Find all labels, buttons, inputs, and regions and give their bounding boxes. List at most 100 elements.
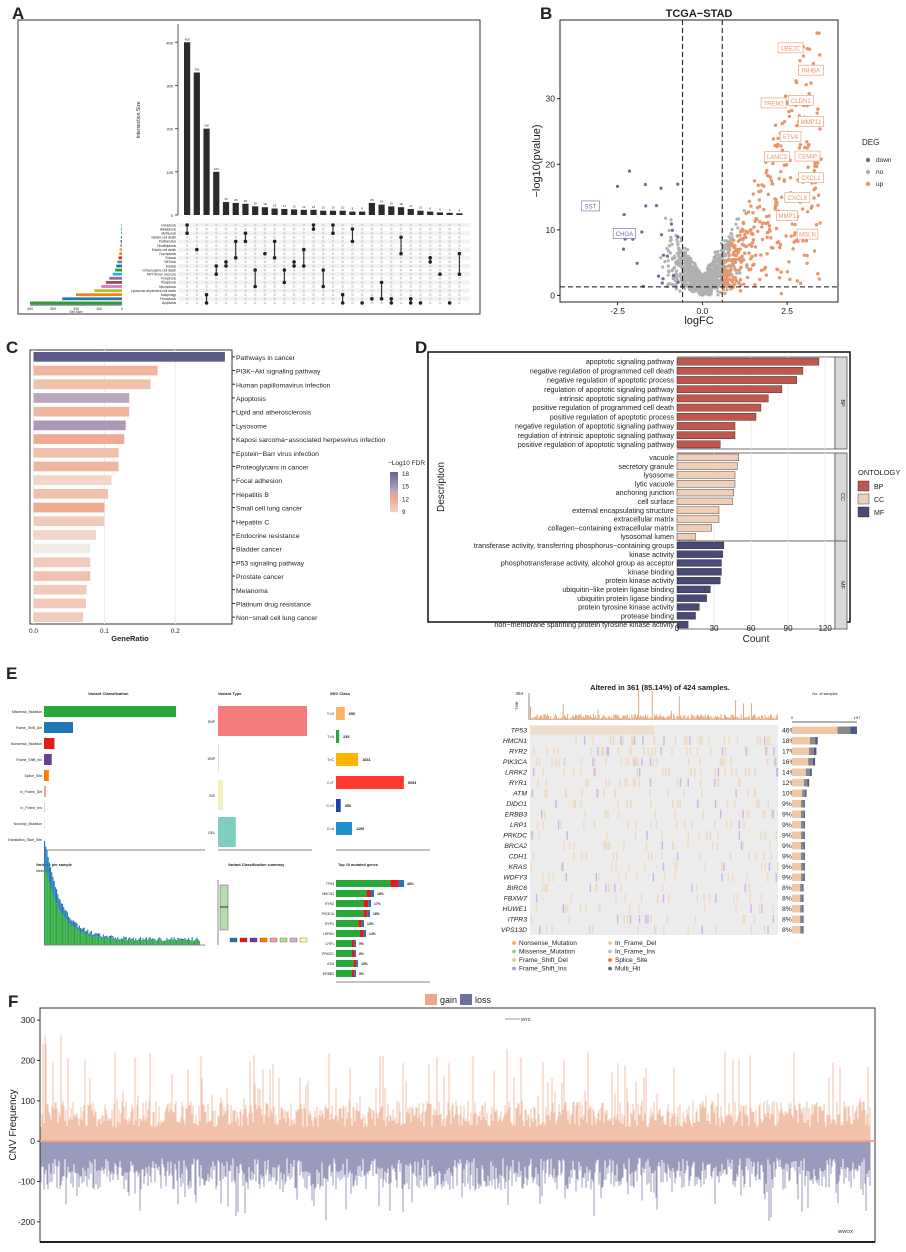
sample-bar-multi	[801, 821, 804, 829]
oncoplot-cell	[704, 904, 706, 913]
upset-dot	[418, 301, 423, 305]
tmb-bar	[755, 716, 757, 720]
upset-empty-dot	[458, 301, 461, 305]
upset-empty-dot	[380, 260, 383, 264]
upset-empty-dot	[214, 244, 218, 247]
tmb-bar	[675, 718, 677, 720]
top10-pct: 14%	[369, 932, 376, 936]
volcano-point-up	[815, 31, 819, 35]
upset-empty-dot	[448, 285, 451, 288]
tmb-bar	[764, 714, 766, 720]
oncoplot-cell	[557, 747, 559, 756]
vps-bar-other	[194, 940, 196, 942]
kegg-bar	[33, 557, 91, 568]
volcano-point-up	[738, 289, 743, 293]
upset-empty-dot	[263, 248, 267, 251]
vps-bar-missense	[166, 939, 168, 945]
upset-empty-dot	[351, 297, 354, 301]
tmb-bar	[771, 715, 773, 720]
vps-bar-missense	[117, 938, 119, 945]
upset-empty-dot	[185, 281, 189, 284]
volcano-point-down	[676, 182, 680, 186]
upset-dot	[214, 272, 219, 277]
oncoplot-cell	[696, 747, 699, 756]
upset-bar-label: 10	[322, 206, 326, 210]
go-term-label: extracellular matrix	[614, 515, 675, 524]
vps-bar-missense	[146, 939, 148, 945]
upset-empty-dot	[419, 248, 422, 251]
oncoplot-cell	[753, 915, 756, 924]
upset-empty-dot	[428, 252, 432, 255]
tmb-bar	[534, 716, 536, 720]
upset-empty-dot	[399, 272, 403, 276]
oncoplot-cell	[650, 915, 652, 924]
oncoplot-cell	[598, 873, 600, 882]
upset-empty-dot	[214, 301, 218, 305]
vps-bar-other	[88, 933, 90, 937]
oncoplot-cell	[594, 757, 596, 766]
oncoplot-legend-key	[512, 949, 516, 954]
vps-bar-other	[196, 937, 198, 940]
snv-value: 1651	[362, 758, 370, 762]
tmb-bar	[543, 714, 545, 720]
volcano-point-no	[698, 287, 702, 292]
go-bar	[676, 621, 689, 629]
top10-pct: 9%	[359, 942, 364, 946]
upset-empty-dot	[224, 272, 228, 276]
upset-empty-dot	[224, 293, 228, 297]
oncoplot-cell	[769, 736, 771, 745]
upset-empty-dot	[185, 264, 189, 268]
vps-bar-missense	[88, 936, 90, 945]
upset-empty-dot	[419, 260, 422, 264]
oncoplot-cell	[567, 726, 570, 735]
upset-bar-label: 4	[459, 208, 461, 212]
vcs-box-small	[269, 937, 278, 943]
upset-bar	[388, 206, 395, 215]
kegg-legend-gradient	[390, 490, 398, 493]
vps-bar-other	[64, 910, 66, 919]
sample-bar-other	[813, 747, 817, 755]
volcano-point-up	[741, 236, 746, 240]
vps-bar-other	[149, 936, 151, 939]
snv-value: 1196	[356, 827, 364, 831]
oncoplot-cell	[605, 883, 607, 892]
upset-empty-dot	[283, 260, 286, 264]
volcano-gene-label: UBE2C	[781, 46, 802, 52]
upset-empty-dot	[331, 297, 335, 301]
kegg-bar	[33, 461, 119, 472]
volcano-point-up	[762, 184, 766, 188]
vps-bar-missense	[123, 938, 125, 945]
tmb-bar	[582, 716, 584, 720]
volcano-point-no	[659, 256, 663, 260]
tmb-bar	[661, 716, 663, 720]
vps-median: Median: 8	[36, 869, 50, 873]
volcano-point-up	[812, 196, 816, 200]
upset-empty-dot	[331, 256, 335, 260]
upset-set-axis-title: Set Size	[69, 310, 82, 314]
volcano-point-up	[816, 272, 820, 276]
vps-bar-other	[141, 940, 143, 942]
go-facet-label: CC	[839, 493, 845, 501]
vps-bar-other	[192, 940, 194, 942]
upset-dot	[272, 255, 277, 260]
upset-empty-dot	[292, 231, 296, 235]
upset-empty-dot	[292, 236, 296, 239]
upset-empty-dot	[351, 281, 354, 284]
volcano-point-no	[727, 235, 731, 239]
oncoplot-cell	[608, 778, 610, 787]
tmb-bar	[554, 714, 556, 720]
oncoplot-cell	[569, 726, 571, 735]
upset-empty-dot	[234, 281, 238, 284]
volcano-gene-label: TREM2	[763, 101, 784, 107]
go-bar	[676, 480, 736, 488]
upset-empty-dot	[370, 256, 374, 260]
oncoplot-cell	[637, 757, 639, 766]
snv-label: T>C	[327, 758, 334, 762]
oncoplot-cell	[606, 831, 608, 840]
oncoplot-cell	[538, 757, 541, 766]
upset-empty-dot	[321, 240, 325, 243]
vps-bar-missense	[100, 938, 102, 945]
upset-empty-dot	[263, 264, 267, 268]
sample-bar-multi	[801, 800, 804, 808]
oncoplot-cell	[689, 736, 691, 745]
